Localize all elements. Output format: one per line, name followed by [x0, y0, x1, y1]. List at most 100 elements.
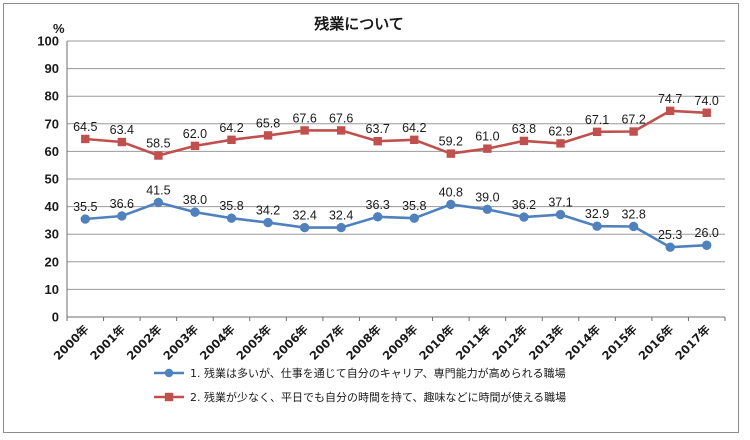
data-label: 25.3: [658, 228, 682, 242]
series-1-point: [373, 212, 383, 222]
x-tick-label: 2005年: [234, 322, 275, 363]
x-tick-label: 2016年: [636, 322, 677, 363]
data-label: 63.7: [366, 122, 390, 136]
series-1-point: [153, 197, 164, 208]
y-tick-label: 20: [45, 254, 59, 269]
series-1-point: [299, 222, 310, 233]
x-tick-label: 2011年: [453, 322, 494, 363]
x-tick-label: 2002年: [124, 322, 165, 363]
data-label: 59.2: [439, 135, 463, 149]
data-label: 35.5: [73, 200, 97, 214]
series-1-point: [263, 217, 273, 228]
data-label: 32.9: [585, 207, 609, 221]
data-label: 58.5: [146, 137, 170, 151]
series-1-point: [702, 240, 712, 250]
y-tick-label: 10: [45, 282, 59, 297]
y-tick-label: 70: [45, 116, 59, 131]
legend-label-2: 2. 残業が少なく、平日でも自分の時間を持て、趣味などに時間が使える職場: [190, 390, 566, 404]
series-line-2: [85, 109, 707, 157]
y-tick-label: 30: [45, 227, 59, 242]
data-label: 74.7: [658, 92, 682, 106]
series-1-point: [519, 212, 529, 222]
series-2-point: [154, 151, 163, 160]
gridlines: [67, 40, 725, 290]
series-2-point: [336, 126, 346, 135]
x-tick-label: 2012年: [489, 322, 530, 363]
series-1-point: [482, 204, 493, 215]
y-tick-label: 90: [45, 61, 59, 76]
series-2-point: [702, 108, 711, 117]
data-label: 67.6: [329, 111, 353, 125]
data-label: 26.0: [695, 226, 719, 240]
legend: 1. 残業は多いが、仕事を通じて自分のキャリア、専門能力が高められる職場 2. 残…: [154, 366, 566, 404]
series-1-point: [592, 221, 602, 231]
axes: [66, 41, 726, 321]
data-label: 65.8: [256, 116, 280, 130]
x-axis-ticks: 2000年2001年2002年2003年2004年2005年2006年2007年…: [51, 322, 713, 363]
series-1-point: [665, 242, 675, 252]
x-tick-label: 2010年: [416, 322, 457, 363]
series-2-point: [300, 126, 309, 135]
series-2-point: [190, 141, 200, 151]
legend-marker-2: [164, 392, 174, 402]
y-tick-label: 60: [45, 144, 59, 159]
series-2-point: [117, 137, 127, 147]
series-line-1: [85, 201, 707, 249]
series-2-point: [629, 127, 638, 136]
series-1-point: [80, 214, 90, 224]
series-2-point: [665, 106, 675, 116]
series-2-point: [556, 139, 565, 148]
series-2-point: [592, 127, 602, 137]
data-label: 67.2: [621, 113, 645, 127]
chart-frame: 残業について % 0 10 20 30 40 50 60 70 80 90 100 2000年 200…: [3, 3, 739, 433]
y-tick-label: 50: [45, 172, 59, 187]
data-label: 36.6: [110, 197, 134, 211]
data-label: 62.9: [548, 124, 572, 138]
data-label: 36.2: [512, 198, 536, 212]
data-label: 38.0: [183, 193, 207, 207]
series-1-point: [446, 199, 456, 210]
series-2-point: [483, 144, 492, 153]
data-label: 35.8: [402, 199, 426, 213]
series-2-point: [373, 136, 382, 146]
series-1-point: [555, 209, 566, 220]
series-2-point: [446, 149, 456, 158]
data-labels: 35.5 36.6 41.5 38.0 35.8 34.2 32.4 32.4 36.3 35.8…: [73, 92, 719, 242]
y-tick-label: 40: [45, 199, 59, 214]
data-label: 37.1: [548, 196, 572, 210]
data-label: 32.4: [292, 209, 316, 223]
series-1-point: [117, 211, 127, 221]
y-axis-unit: %: [53, 21, 65, 36]
data-label: 34.2: [256, 204, 280, 218]
series-2-point: [227, 135, 236, 145]
series-2-point: [81, 134, 90, 144]
data-label: 64.5: [73, 120, 97, 134]
data-label: 61.0: [475, 130, 499, 144]
x-tick-label: 2008年: [343, 322, 384, 363]
data-label: 62.0: [183, 127, 207, 141]
series-1-point: [336, 222, 346, 233]
x-tick-label: 2004年: [197, 322, 238, 363]
data-label: 67.6: [292, 111, 316, 125]
data-label: 41.5: [146, 183, 170, 197]
x-tick-label: 2001年: [87, 322, 128, 363]
data-label: 63.8: [512, 122, 536, 136]
data-label: 64.2: [219, 121, 243, 135]
series-1-point: [226, 213, 237, 223]
data-label: 74.0: [695, 94, 719, 108]
data-label: 40.8: [439, 185, 463, 199]
legend-marker-1: [164, 368, 174, 378]
series-1-point: [190, 207, 200, 217]
series-layer: [80, 106, 712, 252]
x-tick-label: 2006年: [270, 322, 311, 363]
y-tick-label: 100: [37, 34, 59, 49]
series-1-point: [628, 221, 639, 232]
data-label: 63.4: [110, 123, 134, 137]
x-tick-label: 2017年: [672, 322, 713, 363]
series-2-point: [410, 135, 419, 145]
data-label: 64.2: [402, 121, 426, 135]
chart-title: 残業について: [314, 15, 404, 33]
y-tick-label: 80: [45, 89, 59, 104]
series-2-point: [263, 131, 273, 140]
